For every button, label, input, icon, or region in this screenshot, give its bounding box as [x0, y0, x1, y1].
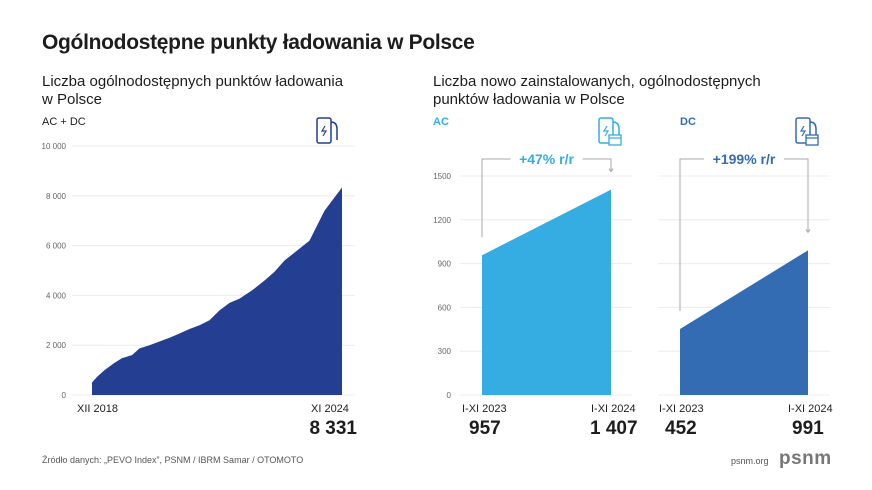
lightning-icon	[799, 125, 807, 137]
series-label-ac: AC	[433, 116, 449, 128]
series-label-total: AC + DC	[42, 116, 86, 128]
dc-x-label-2023: I-XI 2023	[659, 403, 704, 415]
ac-chart: 0 300 600 900 1200 1500 +47% r/r	[433, 151, 632, 400]
area-ac	[482, 189, 611, 395]
station-cable	[809, 121, 817, 140]
total-area	[92, 187, 342, 395]
change-label: +199% r/r	[713, 151, 776, 167]
area-dc	[680, 250, 808, 395]
ac-x-label-2023: I-XI 2023	[462, 403, 507, 415]
y-tick-label: 0	[447, 391, 452, 400]
page-title: Ogólnodostępne punkty ładowania w Polsce	[42, 31, 475, 54]
left-title-line-2: w Polsce	[42, 91, 103, 108]
lightning-icon	[320, 125, 328, 137]
psnm-logo: psnm	[779, 448, 832, 469]
arrow-head-icon	[805, 229, 811, 234]
calendar-icon	[608, 134, 622, 146]
x-end-label: XI 2024	[311, 403, 349, 415]
ac-value-2023: 957	[469, 418, 501, 439]
station-body	[316, 117, 332, 144]
ac-x-label-2024: I-XI 2024	[591, 403, 636, 415]
y-tick-label: 10 000	[42, 142, 67, 151]
station-body	[795, 117, 811, 144]
total-chart: 0 2 000 4 000 6 000 8 000 10 000	[42, 142, 355, 400]
right-title-line-1: Liczba nowo zainstalowanych, ogólnodostę…	[433, 73, 761, 90]
change-bracket	[481, 158, 612, 238]
dc-chart: +199% r/r	[658, 151, 830, 396]
charging-station-icon	[316, 117, 338, 144]
series-label-dc: DC	[680, 116, 696, 128]
x-start-label: XII 2018	[77, 403, 118, 415]
y-tick-label: 1200	[433, 216, 451, 225]
calendar-icon	[805, 134, 819, 146]
change-label: +47% r/r	[519, 151, 574, 167]
right-title-line-2: punktów ładowania w Polsce	[433, 91, 625, 108]
station-cable	[330, 121, 338, 140]
y-tick-label: 4 000	[46, 291, 67, 300]
y-tick-label: 1500	[433, 172, 451, 181]
y-tick-label: 0	[62, 391, 67, 400]
charging-calendar-icon-dc	[795, 117, 819, 146]
dc-x-label-2024: I-XI 2024	[788, 403, 833, 415]
station-body	[598, 117, 614, 144]
right-chart-title: Liczba nowo zainstalowanych, ogólnodostę…	[433, 73, 761, 109]
left-chart-title: Liczba ogólnodostępnych punktów ładowani…	[42, 73, 343, 109]
y-tick-label: 900	[438, 260, 452, 269]
total-end-value: 8 331	[309, 418, 357, 439]
y-tick-label: 8 000	[46, 192, 67, 201]
change-bracket	[679, 158, 809, 312]
source-note: Źródło danych: „PEVO Index”, PSNM / IBRM…	[42, 455, 304, 465]
lightning-icon	[602, 125, 610, 137]
ac-value-2024: 1 407	[590, 418, 638, 439]
station-cable	[612, 121, 620, 140]
arrow-head-icon	[608, 168, 614, 173]
charging-calendar-icon-ac	[598, 117, 622, 146]
y-tick-label: 6 000	[46, 242, 67, 251]
left-title-line-1: Liczba ogólnodostępnych punktów ładowani…	[42, 73, 344, 90]
y-tick-label: 300	[438, 347, 452, 356]
dc-value-2024: 991	[792, 418, 824, 439]
y-tick-label: 600	[438, 303, 452, 312]
site-link[interactable]: psnm.org	[731, 456, 769, 466]
y-tick-label: 2 000	[46, 341, 67, 350]
dc-value-2023: 452	[665, 418, 697, 439]
